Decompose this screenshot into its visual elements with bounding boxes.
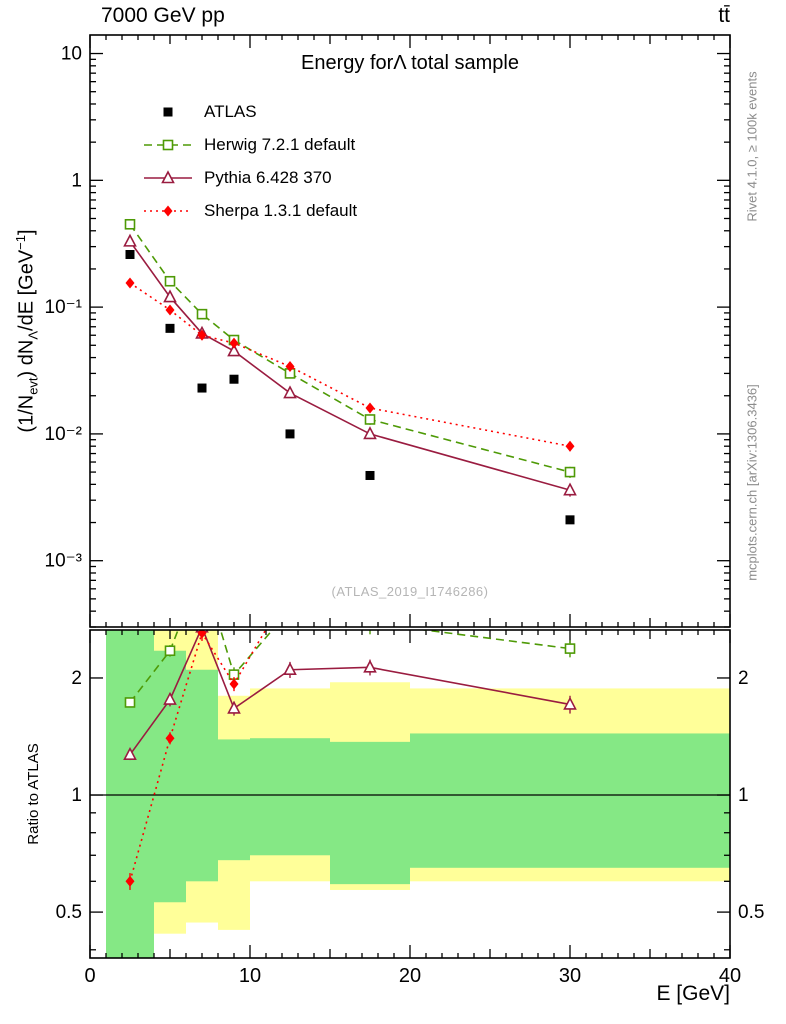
- legend-item-pythia: Pythia 6.428 370: [142, 161, 357, 194]
- y-axis-label-sup-exp: −1: [13, 234, 28, 250]
- svg-text:40: 40: [719, 965, 741, 987]
- plot-title: Energy forΛ total sample: [301, 52, 519, 74]
- svg-text:10⁻²: 10⁻²: [45, 424, 83, 445]
- y-axis-label-sub-evt: evt: [25, 377, 41, 395]
- legend-marker-pythia-icon: [142, 167, 194, 189]
- main-series-atlas: [125, 249, 575, 525]
- legend-label-pythia: Pythia 6.428 370: [204, 167, 332, 187]
- ratio-series-herwig-7-2-1-default: [124, 630, 576, 708]
- main-panel-frame: [89, 34, 731, 628]
- mcplots-arxiv-note: mcplots.cern.ch [arXiv:1306.3436]: [744, 384, 760, 581]
- rivet-version-note: Rivet 4.1.0, ≥ 100k events: [744, 71, 760, 222]
- ratio-series-pythia-6-428-370: [123, 630, 577, 761]
- svg-text:2: 2: [738, 668, 749, 689]
- legend-label-herwig: Herwig 7.2.1 default: [204, 134, 356, 154]
- legend-sample-sherpa-1-3-1-default: [144, 205, 192, 216]
- legend-sample-pythia-6-428-370: [144, 169, 192, 183]
- svg-text:1: 1: [71, 170, 82, 191]
- svg-text:0.5: 0.5: [56, 902, 82, 923]
- process-label: tt̄: [718, 4, 730, 27]
- main-series-pythia-6-428-370: [123, 233, 577, 497]
- svg-text:10: 10: [239, 965, 261, 987]
- y-axis-label-part: ) dN: [15, 339, 38, 378]
- legend-label-atlas: ATLAS: [204, 101, 257, 121]
- legend-marker-herwig-icon: [142, 134, 194, 156]
- svg-text:2: 2: [71, 668, 82, 689]
- main-series-sherpa-1-3-1-default: [125, 277, 575, 452]
- legend-item-atlas: ATLAS: [142, 95, 357, 128]
- svg-text:0.5: 0.5: [738, 902, 764, 923]
- svg-text:0: 0: [84, 965, 95, 987]
- ratio-series-sherpa-1-3-1-default: [125, 630, 267, 890]
- analysis-watermark: (ATLAS_2019_I1746286): [331, 584, 489, 599]
- svg-text:1: 1: [738, 785, 749, 806]
- legend-marker-atlas-icon: [142, 101, 194, 123]
- ratio-panel-frame: [89, 629, 731, 959]
- beam-energy-label: 7000 GeV pp: [101, 4, 225, 27]
- legend-marker-sherpa-icon: [142, 200, 194, 222]
- svg-text:20: 20: [399, 965, 421, 987]
- y-axis-label-part: (1/N: [15, 394, 38, 433]
- legend-item-sherpa: Sherpa 1.3.1 default: [142, 194, 357, 227]
- legend-sample-atlas: [163, 107, 173, 116]
- x-axis-label: E [GeV]: [656, 982, 730, 1005]
- svg-text:10: 10: [61, 44, 82, 65]
- legend-item-herwig: Herwig 7.2.1 default: [142, 128, 357, 161]
- main-series-herwig-7-2-1-default: [124, 218, 576, 478]
- y-axis-label-main: (1/Nevt) dNΛ/dE [GeV−1]: [13, 31, 41, 631]
- svg-text:30: 30: [559, 965, 581, 987]
- y-axis-label-part: ]: [15, 229, 38, 235]
- y-axis-label-part: /dE [GeV: [15, 249, 38, 331]
- legend: ATLAS Herwig 7.2.1 default Pythia 6.428 …: [142, 95, 357, 227]
- svg-text:1: 1: [71, 785, 82, 806]
- svg-text:10⁻³: 10⁻³: [45, 551, 83, 572]
- legend-label-sherpa: Sherpa 1.3.1 default: [204, 200, 358, 220]
- svg-text:10⁻¹: 10⁻¹: [45, 297, 83, 318]
- legend-sample-herwig-7-2-1-default: [144, 139, 192, 150]
- y-axis-label-ratio: Ratio to ATLAS: [25, 743, 42, 845]
- axis-tick-labels: 0 10 20 30 40 10 1 10⁻¹ 10⁻² 10⁻³ 2 2 1 1 0.5 0.5: [45, 44, 765, 987]
- y-axis-label-sub-lambda: Λ: [25, 330, 41, 340]
